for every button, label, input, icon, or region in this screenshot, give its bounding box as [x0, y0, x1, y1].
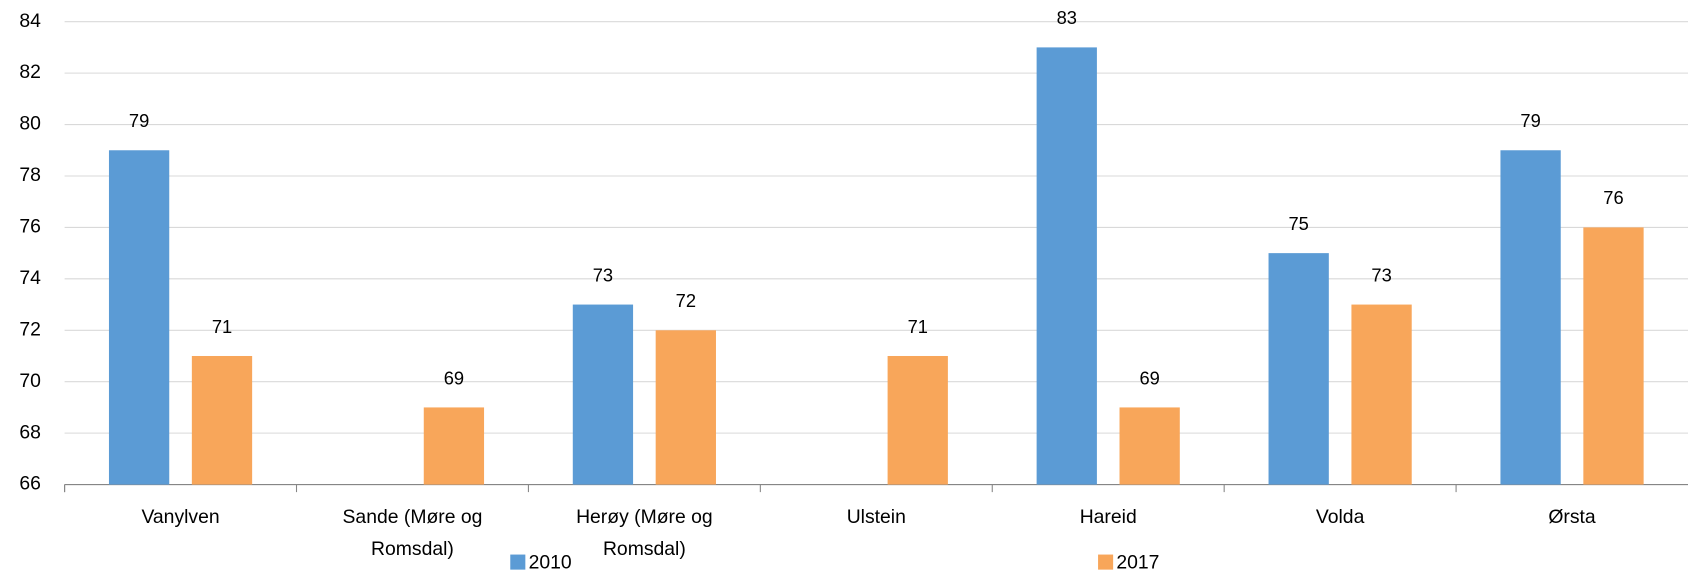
- x-tick-label: Vanylven: [141, 506, 219, 528]
- bar: [1583, 227, 1644, 485]
- y-tick-label: 72: [19, 318, 41, 340]
- data-label: 75: [1289, 213, 1309, 234]
- x-tick-label-line: Herøy (Møre og: [576, 506, 713, 528]
- data-label: 79: [1520, 110, 1540, 131]
- data-label: 79: [129, 110, 149, 131]
- y-tick-label: 84: [19, 10, 41, 32]
- data-label: 76: [1603, 187, 1623, 208]
- data-label: 73: [1371, 264, 1391, 285]
- x-tick-label: Ulstein: [847, 506, 906, 528]
- legend-swatch: [1098, 554, 1114, 570]
- data-label: 73: [593, 264, 613, 285]
- bar: [572, 304, 634, 485]
- y-tick-label: 74: [19, 267, 41, 289]
- x-tick-label: Hareid: [1080, 506, 1137, 528]
- x-tick-label: Ørsta: [1548, 506, 1596, 528]
- bar: [1119, 407, 1180, 485]
- bar: [655, 330, 716, 485]
- legend-swatch: [510, 554, 526, 570]
- bar: [423, 407, 485, 485]
- bar: [1268, 253, 1329, 485]
- x-tick-label: Sande (Møre og Romsdal): [343, 506, 483, 560]
- data-label: 71: [212, 316, 232, 337]
- x-tick-label: Volda: [1316, 506, 1365, 528]
- x-tick-label-line: Romsdal): [371, 538, 454, 560]
- x-tick-label-line: Sande (Møre og: [343, 506, 483, 528]
- bar: [887, 355, 948, 485]
- data-label: 83: [1057, 7, 1077, 28]
- x-tick-label-line: Romsdal): [603, 538, 686, 560]
- data-label: 69: [1139, 367, 1159, 388]
- bar: [1500, 150, 1561, 485]
- bar: [108, 150, 170, 485]
- y-tick-label: 70: [19, 370, 41, 392]
- data-label: 69: [444, 367, 464, 388]
- bar: [1351, 304, 1412, 485]
- y-tick-label: 68: [19, 421, 41, 443]
- y-tick-label: 66: [19, 473, 41, 495]
- bar: [191, 355, 253, 485]
- x-tick-label: Herøy (Møre og Romsdal): [576, 506, 713, 560]
- y-tick-label: 80: [19, 113, 41, 135]
- data-label: 71: [908, 316, 928, 337]
- legend-label: 2017: [1116, 551, 1159, 573]
- y-tick-label: 76: [19, 216, 41, 238]
- y-tick-label: 82: [19, 61, 41, 83]
- bar: [1036, 47, 1097, 485]
- legend-label: 2010: [529, 551, 572, 573]
- data-label: 72: [676, 290, 696, 311]
- y-tick-label: 78: [19, 164, 41, 186]
